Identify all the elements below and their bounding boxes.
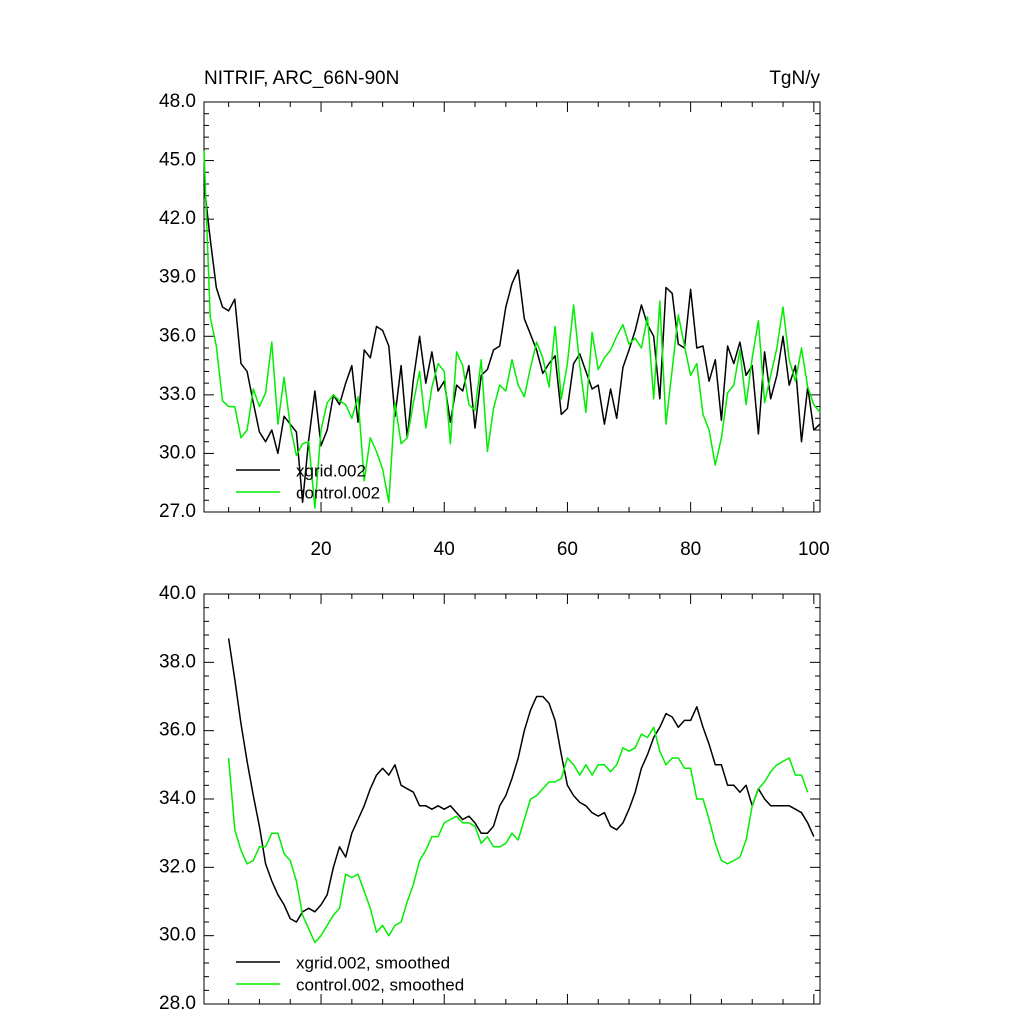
y-tick-label: 28.0 xyxy=(159,993,196,1014)
chart-title: NITRIF, ARC_66N-90N xyxy=(204,68,399,89)
bottom-plot-frame xyxy=(203,593,821,1005)
y-tick-label: 33.0 xyxy=(159,384,196,405)
series-line-xgrid-002 xyxy=(203,183,821,503)
legend-label: control.002 xyxy=(296,483,380,502)
y-tick-label: 30.0 xyxy=(159,925,196,946)
series-line-control-002-smoothed xyxy=(227,726,809,944)
y-tick-label: 30.0 xyxy=(159,442,196,463)
legend-label: xgrid.002 xyxy=(296,461,366,480)
x-tick-label: 60 xyxy=(557,539,578,560)
series-line-xgrid-002-smoothed xyxy=(227,638,815,923)
y-tick-label: 39.0 xyxy=(159,267,196,288)
legend-label: control.002, smoothed xyxy=(296,975,464,994)
x-tick-label: 40 xyxy=(434,539,455,560)
y-tick-label: 34.0 xyxy=(159,788,196,809)
y-tick-label: 36.0 xyxy=(159,325,196,346)
y-tick-label: 38.0 xyxy=(159,651,196,672)
top-plot-frame xyxy=(203,101,821,513)
y-tick-label: 36.0 xyxy=(159,720,196,741)
y-tick-label: 45.0 xyxy=(159,150,196,171)
bottom-panel: 28.0 30.0 32.0 34.0 36.0 38.0 40.0 xgrid.002, … xyxy=(159,583,821,1014)
y-tick-label: 40.0 xyxy=(159,583,196,604)
y-tick-label: 42.0 xyxy=(159,208,196,229)
units-label: TgN/y xyxy=(769,68,820,89)
top-panel: NITRIF, ARC_66N-90N TgN/y 27.0 30.0 33.0 36… xyxy=(159,68,830,560)
x-tick-label: 100 xyxy=(798,539,830,560)
y-tick-label: 32.0 xyxy=(159,856,196,877)
legend-label: xgrid.002, smoothed xyxy=(296,953,450,972)
x-tick-label: 20 xyxy=(310,539,331,560)
y-tick-label: 48.0 xyxy=(159,91,196,112)
x-tick-label: 80 xyxy=(680,539,701,560)
series-line-control-002 xyxy=(203,150,821,509)
y-tick-label: 27.0 xyxy=(159,501,196,522)
